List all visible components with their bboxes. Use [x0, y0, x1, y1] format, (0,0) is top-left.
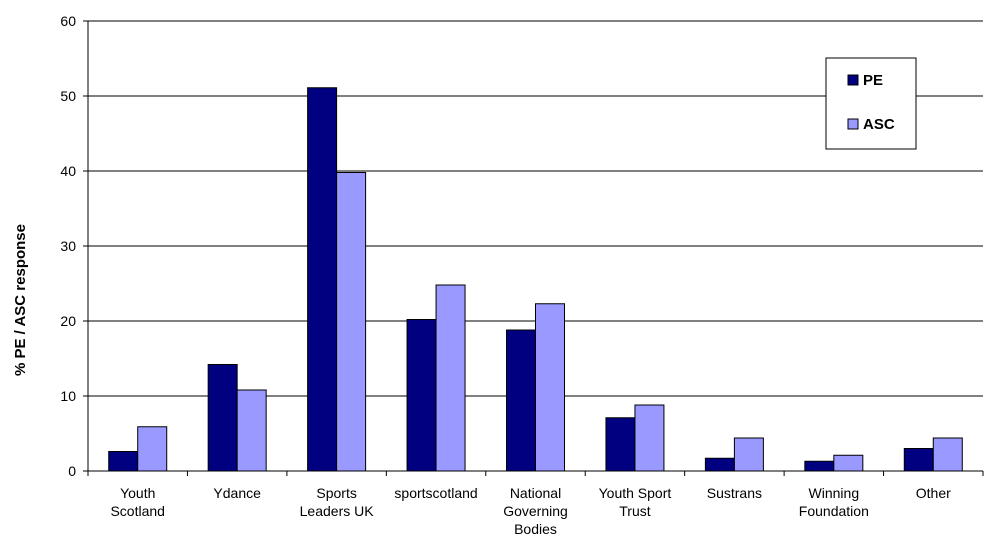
y-tick-label: 20	[60, 313, 76, 329]
bar-asc-0	[137, 426, 168, 472]
x-tick-label: Scotland	[110, 503, 164, 519]
bar-pe-2	[307, 87, 338, 472]
x-tick-label: Sustrans	[707, 485, 762, 501]
legend-swatch-asc	[847, 118, 859, 130]
bar-asc-2	[336, 172, 367, 472]
y-tick-label: 50	[60, 88, 76, 104]
bar-pe-4	[506, 329, 536, 472]
bar-pe-1	[207, 364, 238, 472]
bar-pe-6	[704, 457, 735, 472]
bar-asc-7	[833, 454, 864, 472]
bar-pe-0	[108, 451, 139, 472]
legend-swatch-pe	[847, 74, 859, 86]
bar-pe-3	[406, 319, 437, 472]
y-tick-label: 0	[68, 463, 76, 479]
x-tick-label: Sports	[316, 485, 356, 501]
bars	[108, 87, 963, 472]
y-tick-label: 60	[60, 13, 76, 29]
bar-asc-6	[733, 437, 764, 472]
x-tick-label: Youth Sport	[599, 485, 672, 501]
x-tick-label: Bodies	[514, 521, 557, 537]
gridlines	[88, 20, 983, 397]
axes	[83, 20, 984, 476]
x-tick-label: Leaders UK	[300, 503, 375, 519]
x-tick-label: National	[510, 485, 561, 501]
bar-pe-8	[903, 448, 934, 472]
bar-asc-3	[435, 284, 466, 472]
bar-asc-4	[535, 303, 565, 472]
legend-box	[825, 57, 917, 150]
legend: PE ASC	[825, 57, 917, 150]
x-tick-label: sportscotland	[394, 485, 477, 501]
bar-pe-5	[605, 417, 636, 472]
bar-asc-5	[634, 404, 665, 472]
x-tick-label: Youth	[120, 485, 155, 501]
x-tick-label: Ydance	[213, 485, 261, 501]
bar-asc-8	[932, 437, 963, 472]
x-tick-label: Winning	[809, 485, 860, 501]
y-axis-label: % PE / ASC response	[12, 224, 29, 376]
tick-labels: 0 10 20 30 40 50 60 Youth Scotland Ydance Sports Le…	[60, 13, 951, 537]
x-tick-label: Governing	[503, 503, 568, 519]
y-tick-label: 10	[60, 388, 76, 404]
x-tick-label: Foundation	[799, 503, 869, 519]
x-tick-label: Trust	[619, 503, 650, 519]
legend-label-pe: PE	[863, 72, 883, 89]
bar-asc-1	[236, 389, 267, 472]
legend-label-asc: ASC	[863, 116, 895, 133]
bar-pe-7	[804, 460, 835, 472]
y-tick-label: 40	[60, 163, 76, 179]
x-tick-label: Other	[916, 485, 951, 501]
y-tick-label: 30	[60, 238, 76, 254]
